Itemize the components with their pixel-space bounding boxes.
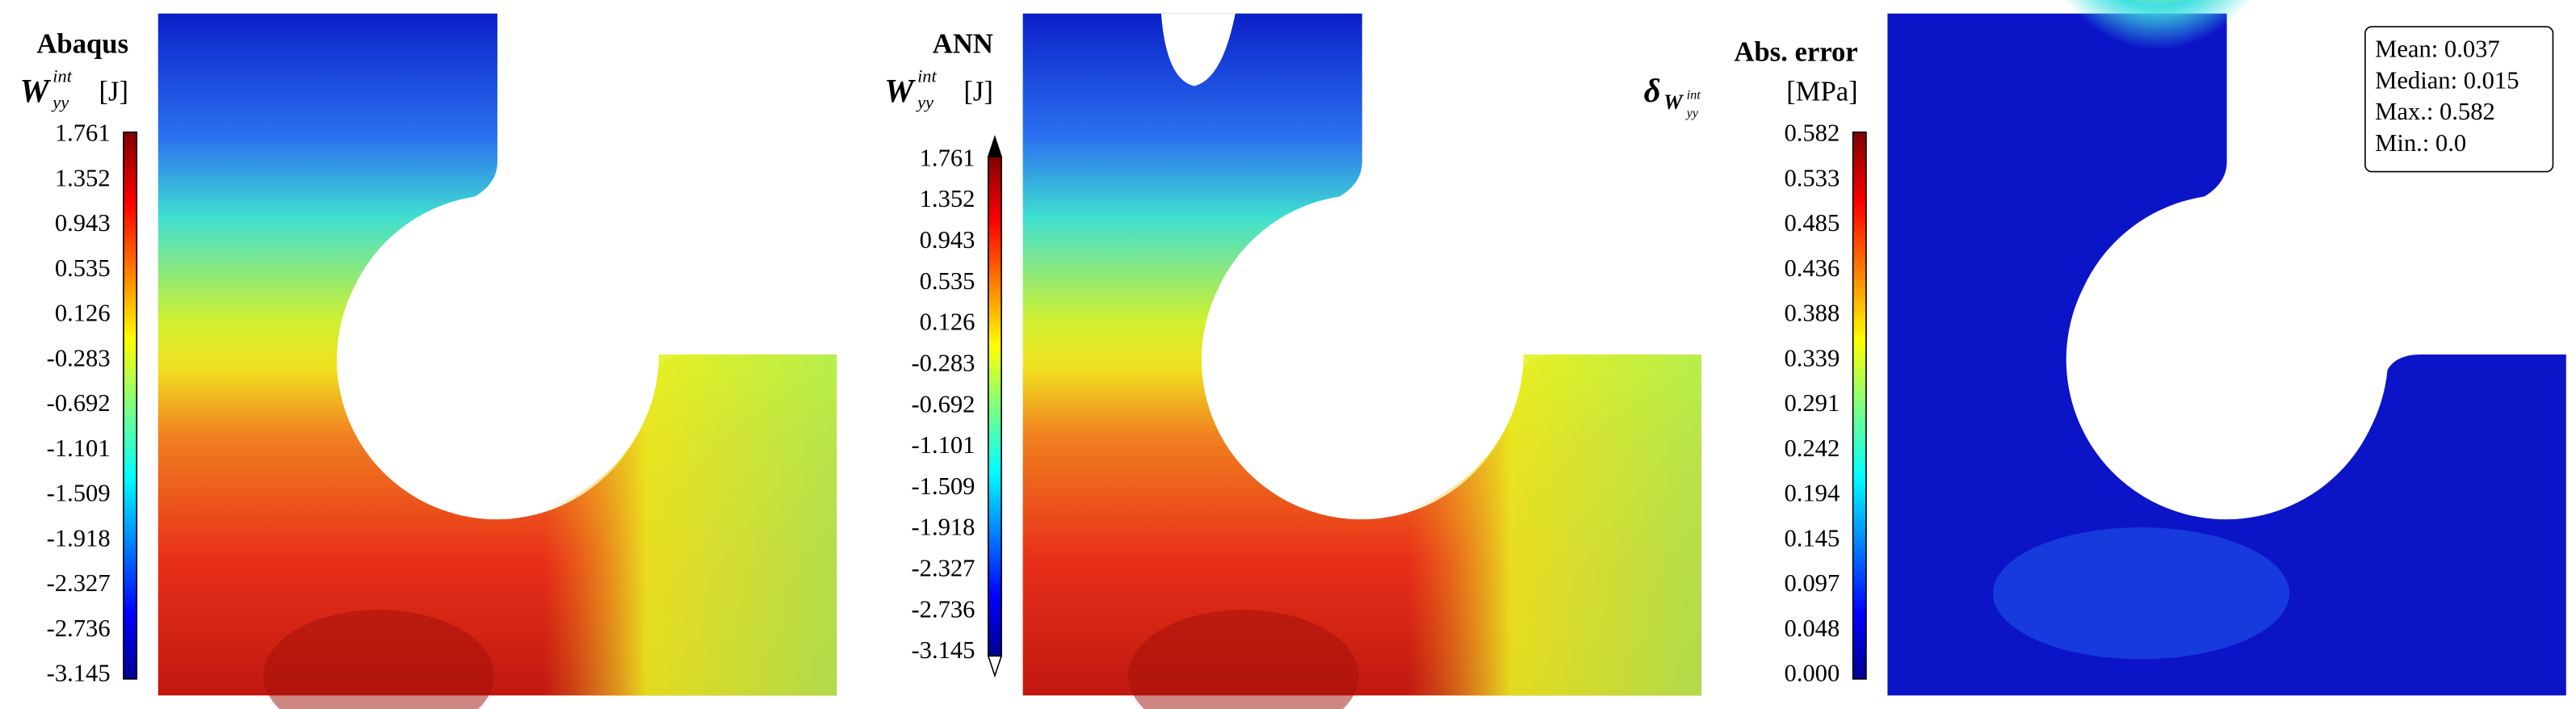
colorbar-tick-label: 0.126	[55, 300, 111, 327]
colorbar-max-arrow	[987, 135, 1003, 158]
colorbar	[1852, 131, 1867, 680]
field-plot	[157, 13, 837, 709]
panel-title: ANN	[933, 29, 993, 60]
colorbar-tick-label: -2.327	[911, 555, 975, 582]
colorbar-tick-label: -1.101	[911, 431, 975, 459]
colorbar-tick-label: 1.352	[55, 164, 111, 191]
panel-title: Abs. error	[1734, 37, 1857, 68]
colorbar-tick-label: 0.535	[55, 254, 111, 282]
panel-title: Abaqus	[36, 29, 128, 60]
colorbar-tick-label: 0.533	[1784, 164, 1840, 191]
colorbar-tick-label: 0.388	[1784, 300, 1840, 327]
superscript: int	[917, 65, 937, 86]
symbol: δ	[1644, 73, 1661, 109]
colorbar-tick-label: 0.194	[1784, 480, 1840, 507]
colorbar-tick-label: -2.736	[911, 595, 975, 623]
colorbar-tick-label: 0.291	[1784, 389, 1840, 417]
superscript: int	[1687, 87, 1701, 103]
colorbar-tick-label: 0.535	[920, 267, 975, 295]
colorbar-tick-label: -0.692	[47, 389, 111, 417]
colorbar-tick-label: 0.097	[1784, 569, 1840, 597]
colorbar-tick-label: 0.339	[1784, 344, 1840, 371]
subscript: yy	[916, 92, 933, 112]
field	[1887, 13, 2566, 696]
colorbar-tick-label: -1.918	[911, 514, 975, 541]
sub-symbol: W	[1663, 90, 1684, 114]
colorbar-tick-label: -2.736	[47, 615, 111, 642]
hole	[1203, 195, 1524, 514]
colorbar-tick-label: -1.101	[47, 434, 111, 462]
hot-spot	[263, 610, 494, 709]
colorbar-tick-label: 0.145	[1784, 524, 1840, 552]
colorbar-tick-label: 0.126	[920, 308, 975, 336]
stats-line: Mean: 0.037	[2375, 36, 2500, 63]
subscript: yy	[1685, 105, 1699, 120]
colorbar-tick-label: -0.283	[911, 349, 975, 376]
colorbar-tick-label: -1.509	[47, 480, 111, 507]
unit: [MPa]	[1786, 77, 1858, 107]
colorbar-tick-label: -1.509	[911, 472, 975, 500]
unit: [J]	[99, 77, 129, 107]
colorbar-tick-label: 1.352	[920, 185, 975, 212]
colorbar-tick-label: -2.327	[47, 569, 111, 597]
colorbar-tick-label: 1.761	[55, 120, 111, 147]
field-plot	[1887, 0, 2566, 696]
unit: [J]	[963, 77, 993, 107]
colorbar-tick-label: 0.436	[1784, 254, 1840, 282]
subscript: yy	[51, 92, 69, 112]
stats-box	[2364, 26, 2554, 173]
notch	[1160, 13, 1236, 86]
colorbar	[123, 131, 138, 680]
colorbar-tick-label: 0.242	[1784, 434, 1840, 462]
stats-line: Min.: 0.0	[2375, 129, 2466, 157]
colorbar-tick-label: 0.582	[1784, 120, 1840, 147]
stats-line: Max.: 0.582	[2375, 98, 2495, 125]
symbol: W	[884, 73, 916, 109]
superscript: int	[52, 65, 72, 86]
colorbar-tick-label: 0.485	[1784, 209, 1840, 237]
colorbar-tick-label: -0.692	[911, 390, 975, 417]
colorbar-tick-label: 0.048	[1784, 615, 1840, 642]
symbol: W	[19, 73, 51, 109]
colorbar-tick-label: -3.145	[911, 636, 975, 664]
colorbar-min-arrow	[987, 655, 1003, 678]
colorbar-tick-label: 1.761	[920, 144, 975, 171]
hole	[339, 195, 659, 514]
colorbar-tick-label: 0.000	[1784, 660, 1840, 687]
error-band	[1992, 527, 2290, 660]
colorbar-tick-label: -1.918	[47, 524, 111, 552]
colorbar-tick-label: 0.943	[55, 209, 111, 237]
colorbar	[987, 156, 1002, 657]
field-plot	[1022, 13, 1701, 709]
hot-spot	[1128, 610, 1359, 709]
colorbar-tick-label: -0.283	[47, 344, 111, 371]
stats-line: Median: 0.015	[2375, 66, 2519, 94]
colorbar-tick-label: -3.145	[47, 660, 111, 687]
error-spot	[2034, 0, 2281, 195]
hole	[2068, 195, 2389, 514]
colorbar-tick-label: 0.943	[920, 226, 975, 254]
